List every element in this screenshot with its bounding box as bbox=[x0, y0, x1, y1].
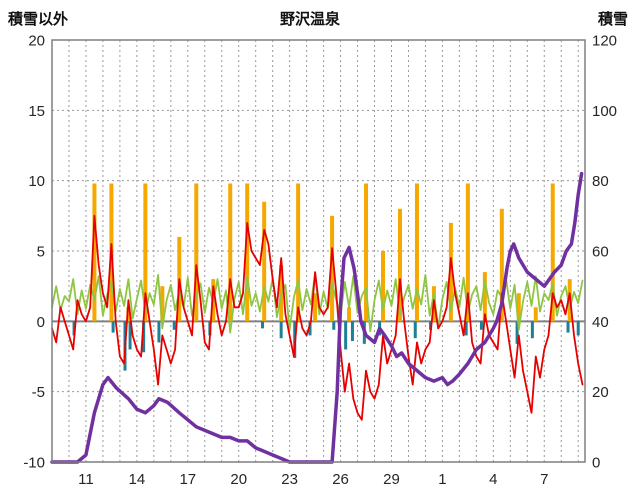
right-axis-title: 積雪 bbox=[597, 10, 628, 28]
red-line bbox=[51, 214, 584, 421]
teal-bars-bar bbox=[576, 321, 580, 336]
orange-bars-bar bbox=[414, 183, 419, 322]
teal-bars-bar bbox=[530, 321, 534, 339]
teal-bars-bar bbox=[479, 321, 483, 330]
x-tick-label: 23 bbox=[281, 471, 298, 488]
teal-bars-bar bbox=[260, 321, 264, 329]
teal-bars-bar bbox=[172, 321, 176, 330]
y-right-tick-label: 20 bbox=[592, 384, 609, 401]
chart-title: 野沢温泉 bbox=[280, 10, 341, 28]
x-tick-label: 17 bbox=[179, 471, 196, 488]
orange-bars-bar bbox=[313, 293, 318, 322]
teal-bars-bar bbox=[413, 321, 417, 339]
teal-bars-bar bbox=[464, 321, 468, 336]
y-left-tick-label: 10 bbox=[28, 173, 45, 190]
y-left-tick-label: 20 bbox=[28, 33, 45, 50]
orange-bars-bar bbox=[397, 208, 402, 322]
orange-bars-bar bbox=[228, 183, 233, 322]
x-tick-label: 11 bbox=[78, 471, 94, 488]
purple-line bbox=[50, 171, 584, 464]
x-tick-label: 26 bbox=[332, 471, 349, 488]
y-right-tick-label: 120 bbox=[592, 33, 617, 50]
orange-bars-bar bbox=[245, 183, 250, 322]
orange-bars-bar bbox=[482, 272, 487, 322]
teal-bars-bar bbox=[72, 321, 76, 336]
orange-bars-bar bbox=[143, 183, 148, 322]
teal-bars-bar bbox=[142, 321, 146, 353]
y-right-tick-label: 0 bbox=[592, 455, 600, 472]
orange-bars-bar bbox=[194, 183, 199, 322]
orange-bars-bar bbox=[516, 293, 521, 322]
plot-border bbox=[51, 39, 586, 463]
teal-bars-bar bbox=[157, 321, 161, 343]
orange-bars-bar bbox=[550, 183, 555, 322]
teal-bars-bar bbox=[332, 321, 336, 330]
teal-bars-bar bbox=[279, 321, 283, 339]
orange-bars-bar bbox=[381, 251, 386, 322]
teal-bars-bar bbox=[566, 321, 570, 333]
y-right-tick-label: 60 bbox=[592, 244, 609, 261]
orange-bars-bar bbox=[296, 183, 301, 322]
y-right-tick-label: 40 bbox=[592, 314, 609, 331]
y-left-tick-label: -10 bbox=[23, 455, 45, 472]
orange-bars-bar bbox=[499, 208, 504, 322]
y-left-tick-label: 0 bbox=[37, 314, 45, 331]
orange-bars-bar bbox=[160, 286, 165, 322]
orange-bars-bar bbox=[465, 183, 470, 322]
x-tick-label: 14 bbox=[129, 471, 146, 488]
x-tick-label: 1 bbox=[438, 471, 446, 488]
x-tick-label: 20 bbox=[230, 471, 247, 488]
teal-bars-bar bbox=[128, 321, 132, 350]
orange-bars-bar bbox=[126, 307, 131, 322]
orange-bars-bar bbox=[364, 183, 369, 322]
y-left-tick-label: 15 bbox=[28, 103, 45, 120]
teal-bars-bar bbox=[350, 321, 354, 342]
x-tick-label: 29 bbox=[383, 471, 400, 488]
orange-bars-bar bbox=[92, 183, 97, 322]
teal-bars-bar bbox=[308, 321, 312, 336]
x-tick-label: 4 bbox=[489, 471, 497, 488]
teal-bars-bar bbox=[515, 321, 519, 344]
orange-bars-bar bbox=[347, 307, 352, 322]
orange-bars-bar bbox=[448, 222, 453, 322]
y-right-tick-label: 80 bbox=[592, 173, 609, 190]
left-axis-title: 積雪以外 bbox=[7, 10, 68, 28]
orange-bars-bar bbox=[330, 215, 335, 322]
y-right-tick-label: 100 bbox=[592, 103, 617, 120]
y-left-tick-label: 5 bbox=[37, 244, 45, 261]
x-tick-label: 7 bbox=[540, 471, 548, 488]
teal-bars-bar bbox=[111, 321, 115, 333]
orange-bars-bar bbox=[533, 307, 538, 322]
y-left-tick-label: -5 bbox=[32, 384, 45, 401]
orange-bars-bar bbox=[262, 201, 267, 322]
teal-bars-bar bbox=[344, 321, 348, 350]
